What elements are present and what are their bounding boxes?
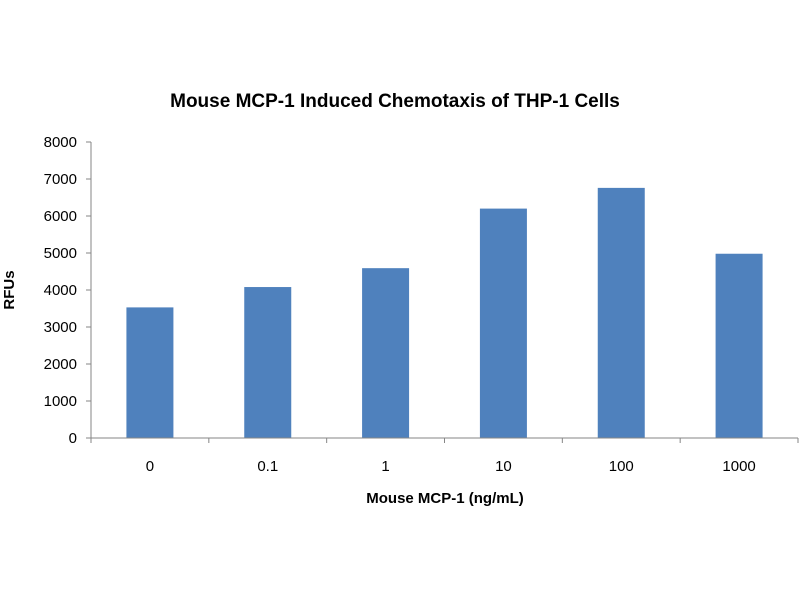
y-tick-label: 8000: [44, 134, 77, 151]
x-axis-ticks: 0 0.1 1 10 100 1000: [90, 438, 799, 475]
x-tick-label: 0: [146, 458, 154, 475]
x-tick-label: 100: [609, 458, 634, 475]
bar-1000: [715, 253, 763, 438]
y-tick-label: 3000: [44, 319, 77, 336]
x-tick-label: 0.1: [257, 458, 278, 475]
bar-1: [362, 268, 410, 438]
y-tick-label: 7000: [44, 171, 77, 188]
y-tick-label: 5000: [44, 245, 77, 262]
y-axis-title: RFUs: [1, 270, 18, 309]
y-axis-ticks: 0 1000 2000 3000 4000 5000 6000 7000 8000: [44, 134, 91, 447]
y-tick-label: 1000: [44, 393, 77, 410]
bar-0: [126, 307, 174, 438]
x-tick-label: 1000: [722, 458, 755, 475]
x-axis-title: Mouse MCP-1 (ng/mL): [366, 490, 524, 507]
x-tick-label: 10: [495, 458, 512, 475]
y-tick-label: 6000: [44, 208, 77, 225]
bar-10: [479, 208, 527, 438]
y-tick-label: 2000: [44, 356, 77, 373]
bar-100: [597, 187, 645, 438]
x-tick-label: 1: [381, 458, 389, 475]
chart-title: Mouse MCP-1 Induced Chemotaxis of THP-1 …: [170, 91, 620, 112]
bars-group: [126, 187, 763, 438]
y-tick-label: 4000: [44, 282, 77, 299]
y-tick-label: 0: [69, 430, 77, 447]
bar-0.1: [244, 287, 292, 438]
